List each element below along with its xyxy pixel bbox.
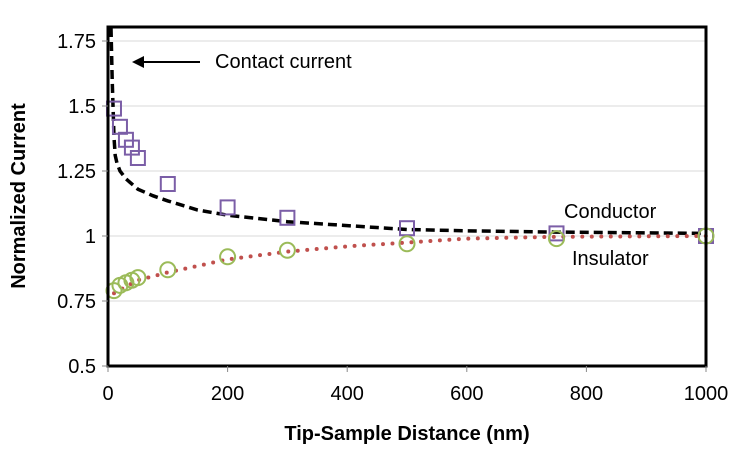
y-tick-label: 1.5	[68, 96, 96, 118]
x-axis-label: Tip-Sample Distance (nm)	[284, 423, 529, 445]
x-tick-label: 600	[450, 383, 483, 405]
insulator-point	[159, 261, 177, 279]
x-tick-label: 1000	[684, 383, 729, 405]
conductor-point	[399, 220, 415, 237]
conductor-point	[123, 139, 140, 156]
gridlines	[108, 40, 706, 302]
insulator-label: Insulator	[572, 248, 649, 270]
conductor-label: Conductor	[564, 201, 657, 223]
dotted-trend-line	[112, 234, 708, 296]
conductor-point	[159, 176, 176, 192]
insulator-point	[398, 235, 416, 253]
x-tick-label: 200	[211, 383, 244, 405]
conductor-point	[548, 225, 565, 242]
y-tick-label: 0.75	[57, 291, 96, 313]
conductor-point	[129, 150, 146, 166]
x-tick-label: 800	[570, 383, 603, 405]
y-tick-label: 1.75	[57, 31, 96, 53]
x-tick-label: 400	[331, 383, 364, 405]
y-tick-label: 1	[85, 226, 96, 248]
arrow-head-icon	[132, 56, 144, 68]
contact-current-annotation: Contact current	[132, 51, 352, 73]
x-tick-label: 0	[102, 383, 113, 405]
series-layer	[105, 27, 715, 300]
insulator-point	[278, 241, 296, 259]
insulator-point	[548, 230, 565, 248]
y-tick-label: 1.25	[57, 161, 96, 183]
tick-labels: 0.5 0.75 1 1.25 1.5 1.75 0 200 400 600 800 1000	[57, 31, 728, 405]
insulator-point	[105, 282, 123, 300]
insulator-point	[129, 269, 147, 287]
insulator-point	[219, 248, 237, 266]
plot-frame	[106, 25, 708, 368]
y-tick-label: 0.5	[68, 356, 96, 378]
conductor-point	[279, 209, 296, 226]
dashed-trend-line	[109, 27, 707, 236]
conductor-point	[219, 199, 236, 216]
contact-current-label: Contact current	[215, 51, 352, 73]
y-axis-label: Normalized Current	[8, 103, 30, 289]
